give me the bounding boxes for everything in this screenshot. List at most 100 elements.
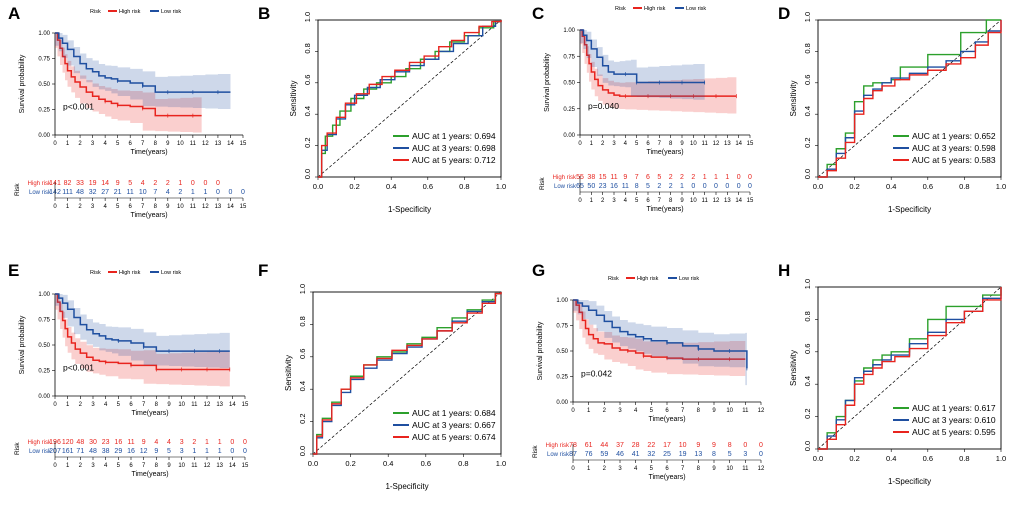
risk-count: 11 [610, 174, 617, 181]
risk-x-tick-label: 9 [167, 463, 171, 469]
x-tick-label: 0.6 [923, 182, 933, 191]
risk-count: 4 [167, 439, 171, 446]
risk-count: 5 [646, 183, 650, 190]
y-axis-label: Sensitivity [284, 355, 293, 391]
x-tick-label: 9 [167, 402, 171, 408]
risk-count: 0 [737, 174, 741, 181]
x-tick-label: 11 [190, 141, 197, 147]
risk-count: 7 [153, 189, 157, 196]
risk-x-tick-label: 8 [155, 463, 159, 469]
legend-title: Risk [90, 9, 101, 15]
risk-x-tick-label: 6 [129, 463, 133, 469]
risk-x-tick-label: 14 [229, 463, 236, 469]
legend-label-1y: AUC at 1 years: 0.652 [912, 131, 996, 141]
y-tick-label: 1.00 [563, 28, 575, 34]
risk-x-tick-label: 0 [578, 198, 582, 204]
legend-label-high-risk: High risk [644, 6, 666, 12]
risk-count: 2 [192, 439, 196, 446]
km-panel-A: A Risk High risk Low risk 0.00 0.25 0.50 0.75 1.… [8, 4, 247, 219]
y-tick-label: 0.00 [563, 133, 575, 139]
y-tick-label: 0.6 [803, 75, 812, 85]
risk-count: 120 [62, 439, 74, 446]
risk-x-tick-label: 4 [104, 463, 108, 469]
x-tick-label: 5 [117, 402, 121, 408]
roc-panel-F: F 0.0 0.2 0.4 0.6 0.8 1.0 0.0 0.2 0.4 0.6 0.8 1.0 1-S… [258, 261, 506, 491]
y-tick-label: 0.4 [303, 106, 312, 116]
risk-x-axis-label: Time(years) [130, 212, 167, 219]
y-tick-label: 0.75 [38, 318, 50, 324]
x-tick-label: 0.6 [423, 182, 433, 191]
panel-letter: E [8, 261, 19, 280]
confidence-band-high [55, 33, 202, 133]
x-tick-label: 6 [129, 141, 133, 147]
risk-x-tick-label: 12 [202, 204, 209, 210]
x-tick-label: 0.8 [458, 459, 468, 468]
x-tick-label: 4 [104, 402, 108, 408]
panel-letter: B [258, 4, 270, 23]
risk-x-tick-label: 7 [658, 198, 662, 204]
risk-count: 1 [178, 180, 182, 187]
panel-letter: A [8, 4, 20, 23]
x-tick-label: 9 [712, 408, 716, 414]
y-tick-label: 0.0 [803, 441, 812, 451]
x-tick-label: 12 [204, 402, 211, 408]
risk-count: 9 [712, 442, 716, 449]
risk-count: 2 [680, 174, 684, 181]
x-tick-label: 11 [742, 408, 749, 414]
risk-row-label-high: High risk [28, 440, 52, 446]
risk-count: 14 [101, 180, 109, 187]
risk-x-tick-label: 3 [91, 463, 95, 469]
risk-count: 2 [166, 180, 170, 187]
risk-count: 8 [728, 442, 732, 449]
y-axis-label: Sensitivity [289, 80, 298, 116]
risk-count: 7 [635, 174, 639, 181]
risk-x-tick-label: 7 [141, 204, 145, 210]
roc-curve-5y [313, 292, 502, 455]
risk-count: 0 [191, 180, 195, 187]
risk-x-tick-label: 13 [215, 204, 222, 210]
risk-x-tick-label: 7 [681, 466, 685, 472]
plot-frame [817, 19, 1002, 178]
risk-x-tick-label: 10 [177, 204, 184, 210]
y-tick-label: 0.50 [556, 349, 568, 355]
p-value: p=0.040 [588, 101, 619, 111]
x-tick-label: 0.2 [349, 182, 359, 191]
roc-curve-1y [818, 287, 1002, 450]
x-tick-label: 0 [53, 141, 57, 147]
risk-count: 82 [64, 180, 72, 187]
x-axis-label: Time(years) [130, 149, 167, 156]
x-tick-label: 0.4 [383, 459, 393, 468]
p-value: p<0.001 [63, 363, 94, 373]
x-tick-label: 0.0 [813, 454, 823, 463]
x-tick-label: 8 [697, 408, 701, 414]
risk-x-tick-label: 10 [178, 463, 185, 469]
y-tick-label: 0.4 [298, 381, 307, 391]
x-tick-label: 10 [177, 141, 184, 147]
risk-count: 0 [230, 439, 234, 446]
risk-x-tick-label: 9 [680, 198, 684, 204]
reference-diagonal [312, 291, 502, 455]
risk-count: 4 [154, 439, 158, 446]
risk-count: 0 [759, 451, 763, 458]
y-axis-label: Survival probability [544, 53, 551, 112]
x-axis-label: 1-Specificity [388, 205, 431, 214]
y-tick-label: 0.2 [303, 137, 312, 147]
risk-x-axis-label: Time(years) [646, 206, 683, 213]
risk-count: 17 [663, 442, 671, 449]
legend-label-high-risk: High risk [637, 276, 659, 282]
risk-count: 30 [89, 439, 97, 446]
risk-count: 28 [632, 442, 640, 449]
confidence-band-low [55, 33, 231, 110]
risk-count: 6 [646, 174, 650, 181]
x-tick-label: 5 [116, 141, 120, 147]
x-tick-label: 0.8 [959, 182, 969, 191]
risk-count: 0 [216, 180, 220, 187]
risk-x-tick-label: 1 [66, 204, 70, 210]
risk-count: 2 [691, 174, 695, 181]
y-tick-label: 1.00 [556, 298, 568, 304]
x-axis-label: 1-Specificity [385, 482, 428, 491]
risk-count: 0 [241, 189, 245, 196]
y-tick-label: 0.8 [803, 43, 812, 53]
risk-count: 0 [748, 174, 752, 181]
risk-count: 38 [587, 174, 595, 181]
